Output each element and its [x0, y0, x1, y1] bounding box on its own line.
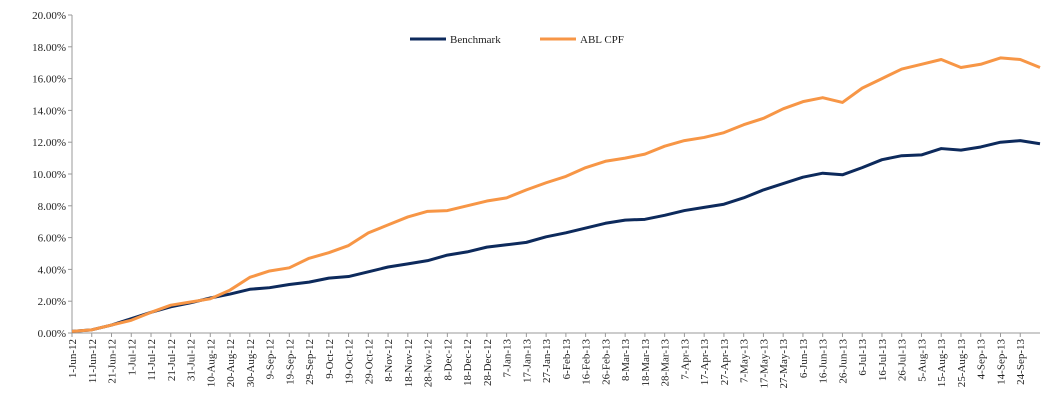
x-tick-label: 8-Nov-12 [383, 339, 395, 382]
series-line [71, 56, 1041, 333]
x-tick-label: 26-Jul-13 [897, 339, 909, 382]
x-tick-label: 4-Sep-13 [976, 339, 988, 380]
x-tick-label: 1-Jul-12 [126, 339, 138, 376]
x-tick-label: 30-Aug-12 [245, 339, 257, 387]
y-tick-label: 2.00% [38, 296, 66, 308]
x-tick-label: 18-Mar-13 [640, 339, 652, 387]
x-tick-label: 24-Sep-13 [1015, 339, 1027, 385]
x-tick-label: 31-Jul-12 [186, 339, 198, 381]
x-tick-label: 5-Aug-13 [916, 339, 928, 382]
y-tick-label: 14.00% [32, 105, 66, 117]
x-tick-label: 9-Oct-12 [324, 339, 336, 379]
x-tick-label: 10-Aug-12 [205, 339, 217, 387]
x-tick-label: 8-Dec-12 [442, 339, 454, 381]
x-tick-label: 17-Jan-13 [521, 339, 533, 383]
x-tick-label: 11-Jun-12 [87, 339, 99, 383]
x-tick-label: 18-Dec-12 [462, 339, 474, 386]
y-tick-label: 0.00% [38, 328, 66, 340]
legend-label: ABL CPF [580, 34, 624, 46]
x-tick-label: 27-Jan-13 [541, 339, 553, 383]
x-tick-label: 6-Jul-13 [857, 339, 869, 376]
x-tick-label: 25-Aug-13 [956, 339, 968, 388]
y-tick-label: 8.00% [38, 201, 66, 213]
x-tick-label: 1-Jun-12 [67, 339, 79, 378]
y-tick-label: 10.00% [32, 169, 66, 181]
x-tick-label: 6-Jun-13 [798, 339, 810, 379]
x-tick-label: 6-Feb-13 [561, 339, 573, 380]
x-tick-label: 7-Jan-13 [502, 339, 514, 378]
x-tick-label: 28-Dec-12 [482, 339, 494, 386]
x-tick-label: 16-Jul-13 [877, 339, 889, 382]
x-tick-label: 14-Sep-13 [995, 339, 1007, 385]
x-tick-label: 29-Sep-12 [304, 339, 316, 385]
x-tick-label: 18-Nov-12 [403, 339, 415, 387]
x-tick-label: 28-Mar-13 [660, 339, 672, 387]
x-tick-label: 21-Jun-12 [107, 339, 119, 384]
x-tick-label: 26-Feb-13 [600, 339, 612, 385]
x-tick-label: 9-Sep-12 [265, 339, 277, 379]
x-tick-label: 16-Jun-13 [818, 339, 830, 384]
y-tick-label: 12.00% [32, 137, 66, 149]
x-tick-label: 7-May-13 [739, 339, 751, 383]
x-tick-label: 28-Nov-12 [423, 339, 435, 387]
x-tick-label: 27-May-13 [778, 339, 790, 389]
series-line [71, 139, 1041, 333]
x-tick-label: 17-May-13 [758, 339, 770, 389]
y-tick-label: 20.00% [32, 10, 66, 22]
x-tick-label: 7-Apr-13 [679, 339, 691, 380]
x-tick-label: 19-Oct-12 [344, 339, 356, 384]
y-tick-label: 4.00% [38, 264, 66, 276]
x-tick-label: 29-Oct-12 [363, 339, 375, 384]
x-tick-label: 21-Jul-12 [166, 339, 178, 381]
x-tick-label: 20-Aug-12 [225, 339, 237, 387]
x-tick-label: 16-Feb-13 [581, 339, 593, 385]
x-tick-label: 27-Apr-13 [719, 339, 731, 386]
x-tick-label: 19-Sep-12 [284, 339, 296, 385]
legend-label: Benchmark [450, 34, 501, 46]
x-tick-label: 11-Jul-12 [146, 339, 158, 381]
x-tick-label: 17-Apr-13 [699, 339, 711, 386]
x-tick-label: 26-Jun-13 [837, 339, 849, 384]
y-tick-label: 18.00% [32, 42, 66, 54]
x-tick-label: 8-Mar-13 [620, 339, 632, 381]
y-tick-label: 6.00% [38, 233, 66, 245]
y-tick-label: 16.00% [32, 74, 66, 86]
x-tick-label: 15-Aug-13 [936, 339, 948, 388]
